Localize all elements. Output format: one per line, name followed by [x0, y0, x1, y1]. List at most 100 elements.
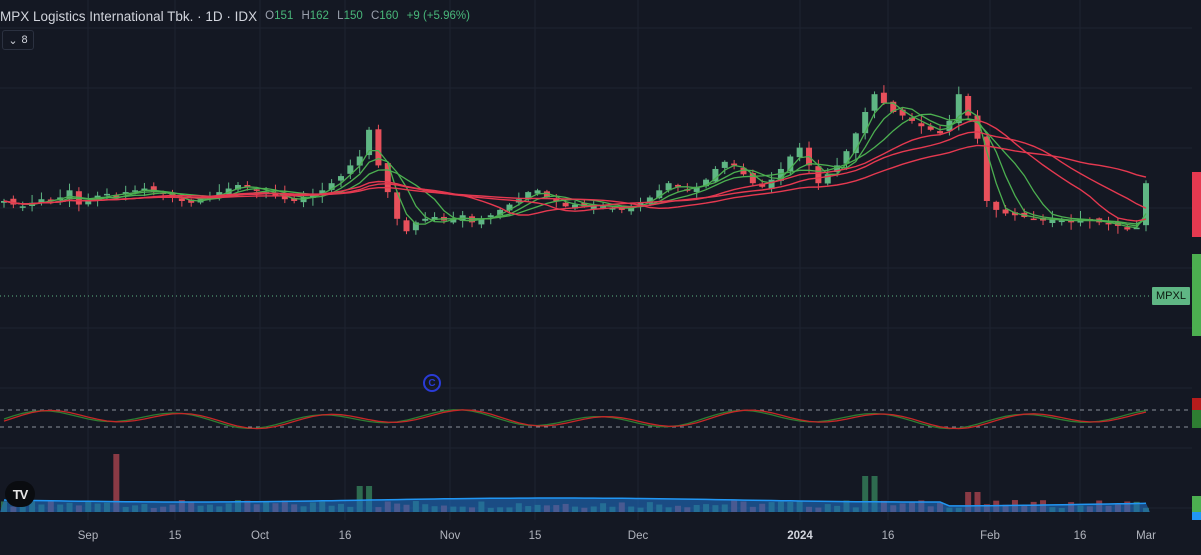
candle-body [665, 183, 672, 191]
candle-body [188, 199, 195, 203]
candle-body [871, 94, 878, 111]
candle-body [656, 190, 663, 199]
high-label: H [301, 10, 310, 22]
stoch-d-line [3, 409, 1147, 430]
close-label: C [370, 10, 380, 22]
candle-body [1058, 220, 1065, 223]
time-axis-label: Dec [627, 530, 649, 542]
tradingview-logo[interactable]: TV [5, 481, 35, 507]
candle-body [384, 163, 391, 193]
candle-body [890, 101, 897, 112]
candle-body [740, 167, 747, 175]
candle-body [759, 183, 766, 187]
time-axis-label: Oct [251, 530, 269, 542]
candle-body [749, 173, 756, 184]
candle-body [600, 206, 607, 208]
candle-body [394, 192, 401, 219]
candle-body [141, 188, 148, 191]
candle-body [113, 195, 120, 198]
candle-body [628, 206, 635, 212]
time-axis-label: 16 [338, 530, 352, 542]
candle-body [834, 165, 841, 173]
candle-body [674, 184, 681, 187]
time-axis-label: Mar [1136, 530, 1156, 542]
candle-body [10, 198, 17, 205]
candle-body [328, 183, 335, 190]
candle-body [450, 218, 457, 223]
candle-body [899, 109, 906, 116]
time-axis-label: 15 [528, 530, 542, 542]
candle-body [347, 165, 354, 174]
candle-body [375, 129, 382, 166]
candle-body [38, 199, 45, 204]
candle-body [908, 117, 915, 121]
candle-body [85, 201, 92, 205]
candle-body [590, 204, 597, 209]
candle-body [1143, 183, 1149, 226]
candle-body [478, 218, 485, 225]
candle-body [1124, 227, 1131, 230]
time-axis-label: Nov [439, 530, 461, 542]
open-value: 151 [274, 10, 294, 22]
candle-body [422, 218, 429, 221]
candle-body [487, 215, 494, 218]
time-axis-label: Feb [980, 530, 1000, 542]
candle-body [572, 204, 578, 209]
symbol-title[interactable]: MPX Logistics International Tbk. · 1D · … [0, 8, 258, 24]
candle-body [852, 133, 859, 154]
volume-bar [871, 476, 878, 512]
high-value: 162 [309, 10, 329, 22]
chart-header: MPX Logistics International Tbk. · 1D · … [0, 6, 470, 26]
candle-body [225, 188, 232, 195]
candle-body [132, 190, 139, 192]
candle-body [712, 168, 719, 182]
indicators-toggle-button[interactable]: ⌄ 8 [2, 30, 34, 50]
ma-line-long [3, 119, 1147, 222]
ohlc-readout: O151 H162 L150 C160 +9 (+5.96%) [265, 10, 470, 22]
time-axis-label: 16 [881, 530, 895, 542]
low-value: 150 [343, 10, 363, 22]
candle-body [94, 195, 101, 199]
volume-bar [356, 486, 363, 512]
volume-bar [862, 476, 869, 512]
candle-body [965, 95, 972, 116]
time-axis-label: Sep [77, 530, 99, 542]
change-value: +9 (+5.96%) [406, 10, 470, 22]
candle-body [974, 115, 981, 139]
volume-bar [974, 492, 981, 512]
candle-body [703, 179, 710, 187]
candle-body [777, 168, 784, 181]
candle-body [366, 129, 373, 156]
candle-body [412, 222, 419, 231]
volume-bar [366, 486, 373, 512]
candle-body [1105, 222, 1112, 225]
indicator-count: 8 [21, 34, 28, 46]
scale-marker-green [1192, 410, 1201, 428]
candle-body [796, 147, 803, 158]
candle-body [609, 208, 616, 210]
candle-body [562, 202, 569, 207]
candle-body [731, 163, 738, 166]
circle-c-icon[interactable]: C [423, 374, 441, 392]
candle-body [244, 185, 251, 187]
candle-body [1011, 212, 1018, 216]
candle-body [506, 204, 513, 211]
ma-line-long [3, 144, 1147, 210]
candle-body [581, 202, 588, 207]
candle-body [1133, 227, 1140, 230]
candle-body [337, 176, 344, 181]
candle-body [1, 201, 7, 203]
scale-marker-blue [1192, 512, 1201, 520]
ma-line-short [3, 102, 1147, 229]
low-label: L [337, 10, 344, 22]
candle-body [253, 189, 260, 191]
candle-body [983, 136, 990, 201]
candle-body [543, 191, 550, 198]
candle-body [937, 131, 944, 134]
scale-marker-red [1192, 172, 1201, 237]
scale-marker-red [1192, 398, 1201, 410]
candle-body [721, 161, 728, 168]
time-axis-label: 16 [1073, 530, 1087, 542]
time-axis-label: 2024 [787, 530, 813, 542]
